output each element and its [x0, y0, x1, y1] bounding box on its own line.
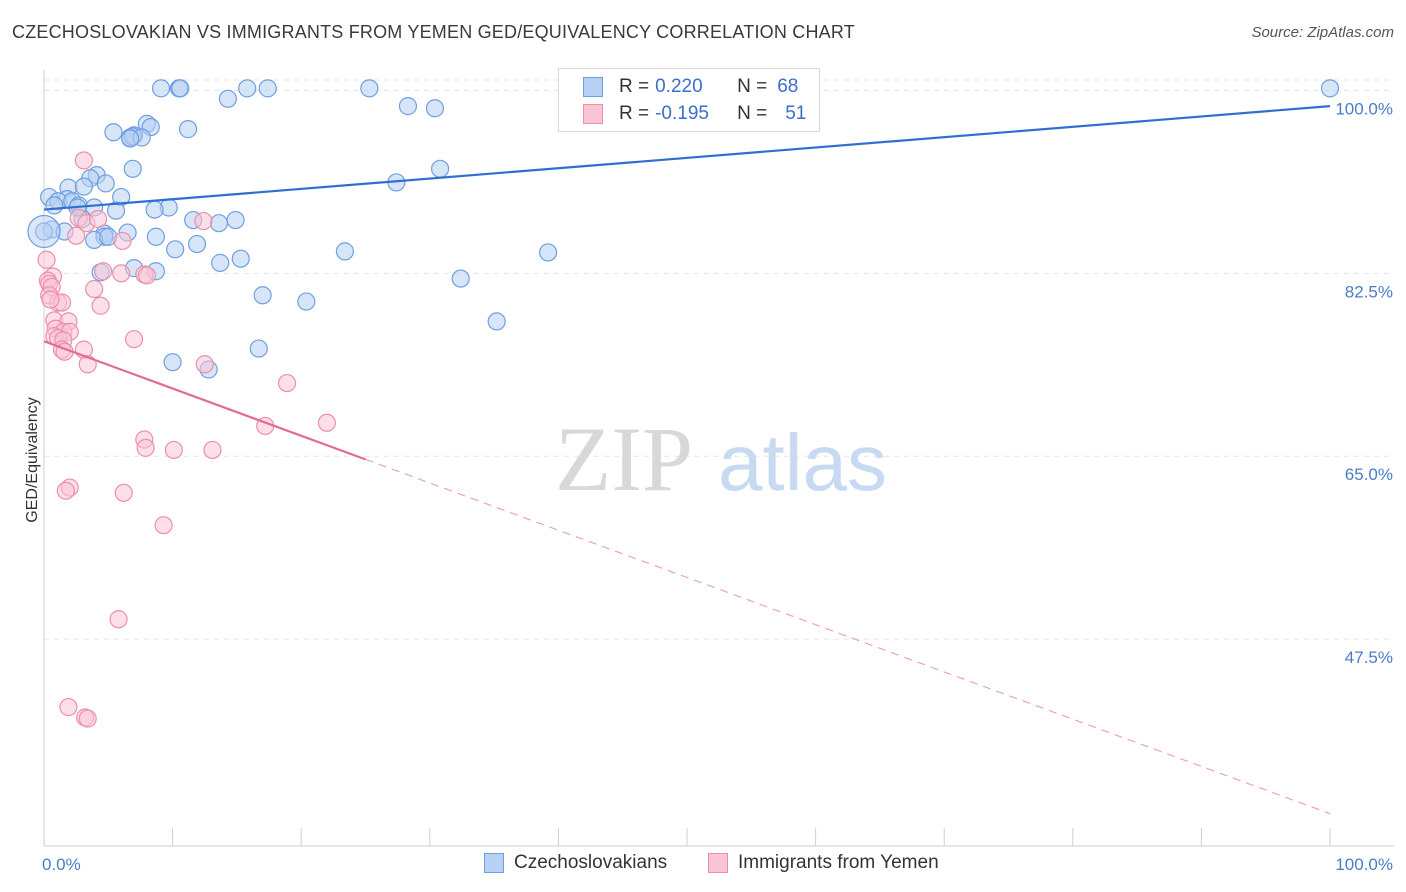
point-yemen [67, 226, 86, 245]
point-czechoslovakian [231, 249, 250, 268]
point-yemen [74, 151, 93, 170]
chart-title: CZECHOSLOVAKIAN VS IMMIGRANTS FROM YEMEN… [12, 22, 855, 42]
point-czechoslovakian [209, 214, 228, 233]
y-axis-title: GED/Equivalency [24, 397, 41, 522]
x-tick-label-max: 100.0% [1335, 855, 1393, 874]
y-tick-label: 82.5% [1345, 282, 1393, 301]
point-czechoslovakian [451, 269, 470, 288]
point-yemen [317, 413, 337, 432]
point-yemen [164, 440, 183, 460]
series-legend-label: Czechoslovakians [514, 852, 668, 873]
legend-row-yemen: R = -0.195 N = 51 [559, 101, 806, 127]
point-czechoslovakian [121, 129, 140, 148]
point-czechoslovakian [226, 210, 245, 230]
legend-n-value: 68 [777, 76, 799, 97]
y-tick-label: 100.0% [1335, 99, 1393, 118]
point-czechoslovakian [166, 240, 185, 259]
point-czechoslovakian [218, 89, 237, 108]
trend-line-yemen-dashed [365, 458, 1331, 815]
point-czechoslovakian [45, 196, 64, 215]
watermark-atlas: atlas [718, 418, 887, 507]
point-czechoslovakian [96, 174, 115, 193]
point-czechoslovakian [171, 79, 190, 98]
watermark-zip: ZIP [555, 408, 693, 510]
trend-lines [43, 105, 1331, 815]
point-czechoslovakian [258, 79, 277, 98]
series-legend-yemen[interactable]: Immigrants from Yemen [708, 852, 939, 874]
y-tick-label: 65.0% [1345, 465, 1393, 484]
point-czechoslovakian [430, 159, 450, 178]
legend-swatch-pink [583, 104, 603, 124]
tick-labels: 100.0% 82.5% 65.0% 47.5% 0.0% 100.0% [42, 99, 1393, 874]
point-czechoslovakian [238, 79, 257, 98]
point-yemen [41, 290, 60, 309]
series-legend-label: Immigrants from Yemen [738, 852, 939, 873]
point-yemen [78, 709, 97, 728]
series-legend-czechoslovakians[interactable]: Czechoslovakians [484, 852, 667, 874]
correlation-legend: R = 0.220 N = 68 R = -0.195 N = 51 [558, 68, 820, 132]
point-czechoslovakian [211, 253, 230, 272]
point-czechoslovakian [487, 312, 506, 331]
point-czechoslovakian [146, 227, 165, 246]
point-czechoslovakian [398, 97, 418, 116]
point-yemen [56, 481, 75, 500]
point-yemen [136, 438, 155, 457]
point-yemen [124, 330, 144, 349]
point-yemen [203, 440, 222, 460]
point-czechoslovakian [1320, 79, 1340, 98]
point-yemen [91, 296, 110, 315]
point-yemen [88, 209, 108, 229]
point-yemen [277, 373, 297, 393]
point-yemen [154, 516, 173, 535]
legend-r-label: R = [619, 103, 650, 124]
legend-swatch-blue [484, 853, 504, 873]
legend-n-value: 51 [785, 103, 807, 124]
trend-line-yemen-solid [43, 340, 366, 461]
point-yemen [114, 483, 133, 502]
legend-r-value: -0.195 [655, 103, 709, 124]
point-czechoslovakian [360, 79, 379, 98]
point-yemen [194, 211, 213, 231]
point-yemen [94, 262, 113, 281]
point-yemen [195, 355, 214, 374]
point-yemen [85, 279, 104, 299]
point-czechoslovakian [187, 234, 207, 254]
x-tick-label-min: 0.0% [42, 855, 81, 874]
legend-swatch-pink [708, 853, 728, 873]
trend-line-czechoslovakians [43, 105, 1331, 211]
point-czechoslovakian [106, 201, 126, 220]
legend-n-label: N = [737, 76, 768, 97]
legend-r-value: 0.220 [655, 76, 703, 97]
point-yemen [109, 610, 128, 629]
point-czechoslovakian [539, 243, 558, 262]
point-czechoslovakian [163, 353, 182, 372]
point-czechoslovakian [297, 292, 316, 311]
point-yemen [112, 264, 131, 283]
point-czechoslovakian [145, 200, 164, 219]
point-yemen [113, 231, 132, 251]
legend-row-czechoslovakians: R = 0.220 N = 68 [559, 74, 798, 100]
point-yemen [37, 250, 56, 269]
point-czechoslovakian [249, 339, 268, 358]
legend-swatch-blue [583, 77, 603, 97]
point-czechoslovakian [123, 159, 142, 178]
data-points [27, 79, 1340, 728]
source-label: Source: ZipAtlas.com [1251, 24, 1394, 41]
point-czechoslovakian [335, 242, 355, 261]
y-tick-label: 47.5% [1345, 648, 1393, 667]
point-czechoslovakian [178, 120, 198, 139]
point-yemen [59, 697, 78, 717]
grid-lines [44, 79, 1394, 640]
point-czechoslovakian [425, 99, 445, 118]
point-czechoslovakian [253, 286, 272, 305]
point-yemen [137, 266, 156, 285]
point-czechoslovakian [151, 79, 171, 98]
legend-r-label: R = [619, 76, 650, 97]
legend-n-label: N = [737, 103, 768, 124]
point-czechoslovakian-large [27, 214, 61, 249]
point-czechoslovakian [74, 177, 93, 196]
series-legend: Czechoslovakians Immigrants from Yemen [0, 852, 1406, 878]
point-czechoslovakian [104, 123, 123, 142]
